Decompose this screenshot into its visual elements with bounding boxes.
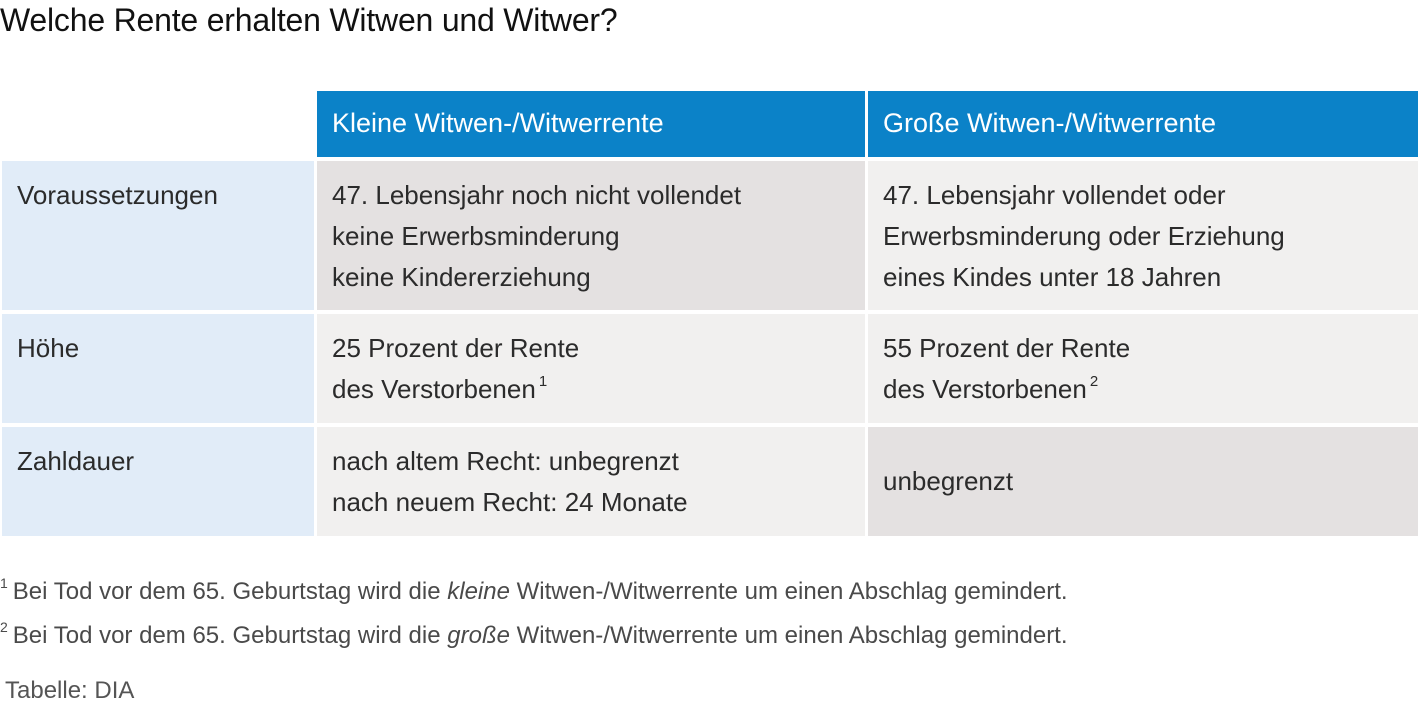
cell-line: 47. Lebensjahr vollendet oder xyxy=(883,180,1226,210)
cell-line: 25 Prozent der Rente xyxy=(332,333,580,363)
cell-line: 55 Prozent der Rente xyxy=(883,333,1131,363)
cell-line: des Verstorbenen 1 xyxy=(332,369,851,410)
cell-line: unbegrenzt xyxy=(883,466,1014,496)
cell-zahldauer-kleine: nach altem Recht: unbegrenzt nach neuem … xyxy=(317,427,865,536)
cell-line: keine Erwerbsminderung xyxy=(332,221,620,251)
cell-line-text: des Verstorbenen xyxy=(883,374,1087,404)
cell-hoehe-grosse: 55 Prozent der Rente des Verstorbenen 2 xyxy=(868,314,1418,423)
table-corner xyxy=(2,91,314,157)
cell-line: 47. Lebensjahr noch nicht vollendet xyxy=(332,180,742,210)
footnote-marker: 1 xyxy=(538,373,548,390)
footnote-text: Witwen-/Witwerrente um einen Abschlag ge… xyxy=(509,622,1068,649)
cell-line: nach neuem Recht: 24 Monate xyxy=(332,487,688,517)
row-label-voraussetzungen: Voraussetzungen xyxy=(2,161,314,310)
row-label-zahldauer: Zahldauer xyxy=(2,427,314,536)
pension-table: Kleine Witwen-/Witwerrente Große Witwen-… xyxy=(2,91,1418,538)
footnote-1: 1 Bei Tod vor dem 65. Geburtstag wird die… xyxy=(0,570,1068,614)
footnotes: 1 Bei Tod vor dem 65. Geburtstag wird die… xyxy=(0,570,1068,658)
cell-hoehe-kleine: 25 Prozent der Rente des Verstorbenen 1 xyxy=(317,314,865,423)
cell-line: des Verstorbenen 2 xyxy=(883,369,1404,410)
footnote-2: 2 Bei Tod vor dem 65. Geburtstag wird die… xyxy=(0,614,1068,658)
page-title: Welche Rente erhalten Witwen und Witwer? xyxy=(0,2,618,38)
footnote-emphasis: kleine xyxy=(447,578,510,605)
cell-line: keine Kindererziehung xyxy=(332,262,591,292)
cell-voraussetzungen-kleine: 47. Lebensjahr noch nicht vollendet kein… xyxy=(317,161,865,310)
column-header-grosse: Große Witwen-/Witwerrente xyxy=(868,91,1418,157)
footnote-text: Bei Tod vor dem 65. Geburtstag wird die xyxy=(12,622,448,649)
footnote-marker: 2 xyxy=(1089,373,1099,390)
footnote-text: Witwen-/Witwerrente um einen Abschlag ge… xyxy=(509,578,1068,605)
cell-voraussetzungen-grosse: 47. Lebensjahr vollendet oder Erwerbsmin… xyxy=(868,161,1418,310)
cell-line: Erwerbsminderung oder Erziehung xyxy=(883,221,1285,251)
cell-line-text: des Verstorbenen xyxy=(332,374,536,404)
cell-line: eines Kindes unter 18 Jahren xyxy=(883,262,1222,292)
footnote-text: Bei Tod vor dem 65. Geburtstag wird die xyxy=(12,578,448,605)
footnote-emphasis: große xyxy=(447,622,510,649)
cell-line: nach altem Recht: unbegrenzt xyxy=(332,446,679,476)
footnote-number: 2 xyxy=(0,619,8,635)
footnote-number: 1 xyxy=(0,575,8,591)
row-label-hoehe: Höhe xyxy=(2,314,314,423)
cell-zahldauer-grosse: unbegrenzt xyxy=(868,427,1418,536)
column-header-kleine: Kleine Witwen-/Witwerrente xyxy=(317,91,865,157)
source-credit: Tabelle: DIA xyxy=(5,677,135,704)
